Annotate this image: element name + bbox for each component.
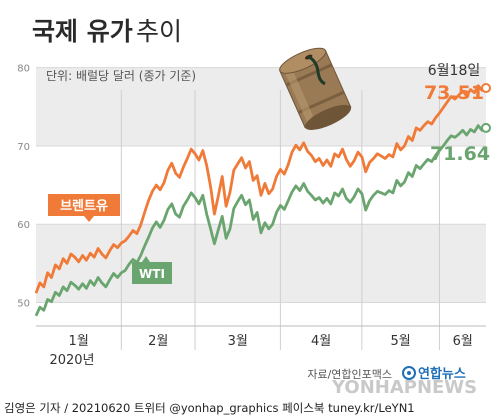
- y-axis-ticks: 80 70 60 50: [17, 64, 30, 310]
- x-tick-label: 6월: [453, 334, 473, 349]
- year-label: 2020년: [49, 353, 94, 368]
- grid-bands: [36, 67, 486, 304]
- footer-credit: 김영은 기자 / 20210620 트위터 @yonhap_graphics 페…: [4, 401, 415, 415]
- series-lines: [34, 83, 491, 317]
- wti-last-value: 71.64: [430, 143, 490, 165]
- month-gridlines: [120, 90, 440, 350]
- x-tick-label: 2월: [148, 334, 168, 349]
- unit-note: 단위: 배럴당 달러 (종가 기준): [46, 69, 196, 83]
- wti-series-line: [34, 124, 487, 317]
- y-tick-label: 60: [17, 220, 30, 231]
- wti-end-point: [481, 122, 491, 133]
- y-tick-label: 50: [17, 299, 30, 310]
- brent-series-line: [34, 84, 487, 294]
- brent-end-point: [481, 83, 491, 94]
- brent-last-value: 73.51: [424, 82, 484, 104]
- grid-band: [36, 224, 486, 303]
- x-tick-label: 1월: [69, 334, 89, 349]
- grid-band: [36, 67, 486, 146]
- oil-barrel-icon: [279, 47, 352, 130]
- brent-series-label: 브렌트유: [48, 194, 120, 222]
- x-tick-label: 5월: [391, 334, 411, 349]
- title-light: 추이: [136, 17, 182, 46]
- x-tick-label: 4월: [311, 334, 331, 349]
- header-background: [0, 0, 500, 56]
- brent-label-text: 브렌트유: [60, 198, 108, 214]
- last-date-label: 6월18일: [428, 63, 480, 79]
- y-tick-label: 80: [17, 64, 30, 75]
- source-label: 자료/연합인포맥스: [307, 368, 392, 381]
- logo-text: 연합뉴스: [418, 366, 466, 382]
- x-tick-label: 3월: [228, 334, 248, 349]
- yonhap-logo-icon: [402, 366, 416, 380]
- y-tick-label: 70: [17, 142, 30, 153]
- wti-series-label: WTI: [132, 256, 172, 284]
- watermark: YONHAPNEWS: [331, 377, 477, 398]
- wti-label-text: WTI: [139, 267, 165, 281]
- x-axis-ticks: 1월 2월 3월 4월 5월 6월: [69, 334, 473, 349]
- title-bold: 국제 유가: [32, 17, 133, 46]
